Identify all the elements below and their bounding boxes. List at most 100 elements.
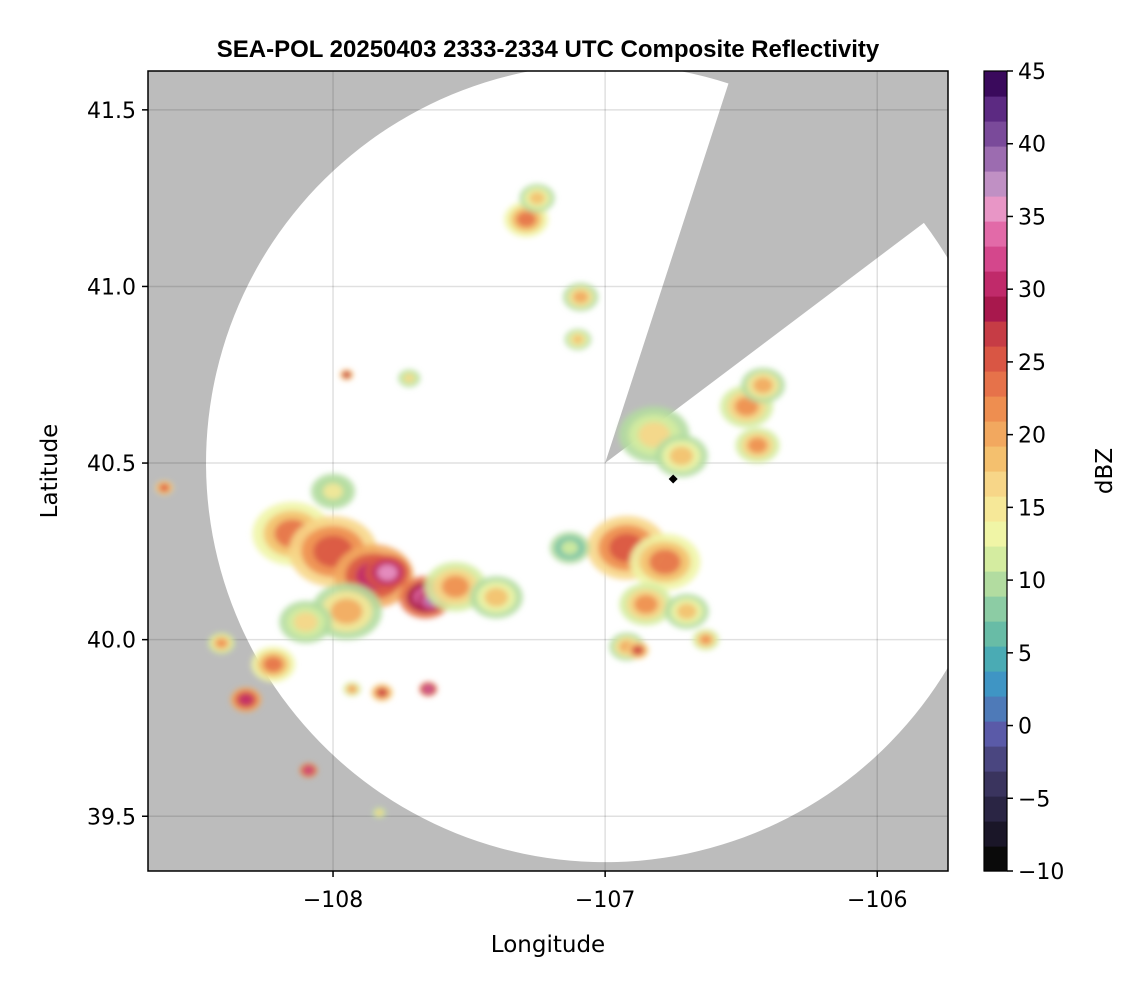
echo-cell [419, 682, 438, 697]
x-tick-label: −106 [847, 888, 907, 913]
colorbar-segment [984, 621, 1007, 647]
plot-frame [147, 70, 949, 872]
colorbar-segment [984, 321, 1007, 347]
colorbar-segment [984, 571, 1007, 597]
colorbar-segment [984, 421, 1007, 447]
echo-blob [638, 422, 671, 448]
echo-cell [562, 282, 599, 312]
echo-blob [699, 634, 712, 645]
echo-blob [572, 290, 589, 304]
plot-area [148, 71, 948, 871]
chart-title: SEA-POL 20250403 2333-2334 UTC Composite… [217, 36, 880, 63]
colorbar-segment [984, 771, 1007, 797]
echo-cell [230, 687, 262, 713]
colorbar-segment [984, 646, 1007, 672]
colorbar-segment [984, 746, 1007, 772]
echo-blob [293, 612, 318, 632]
echo-cell [279, 600, 333, 644]
colorbar-ticks: −10 −5 0 5 10 15 20 25 30 35 40 45 [1007, 60, 1064, 885]
colorbar-segment [984, 821, 1007, 847]
colorbar-segment [984, 546, 1007, 572]
echo-cell [340, 369, 354, 381]
echo-cell [735, 427, 780, 464]
echo-blob [634, 594, 658, 614]
x-tick-label: −108 [303, 888, 363, 913]
y-tick-label: 40.5 [87, 452, 136, 477]
x-axis-label: Longitude [491, 932, 605, 958]
echo-blob [160, 484, 169, 491]
y-axis-ticks: 39.5 40.0 40.5 41.0 41.5 [87, 99, 148, 830]
echo-blob [330, 598, 363, 625]
colorbar-segment [984, 371, 1007, 397]
echo-blob [441, 575, 470, 598]
colorbar-tick-label: 35 [1018, 205, 1046, 230]
echo-blob [348, 685, 357, 693]
colorbar-segment [984, 221, 1007, 247]
colorbar [983, 70, 1008, 872]
echo-cell [564, 328, 592, 351]
y-axis-label: Latitude [37, 424, 63, 519]
colorbar-segment [984, 521, 1007, 547]
echo-layer [155, 184, 786, 819]
echo-blob [323, 483, 343, 500]
y-tick-label: 39.5 [87, 805, 136, 830]
echo-blob [263, 656, 284, 673]
y-tick-label: 40.0 [87, 629, 136, 654]
echo-cell [664, 593, 709, 630]
echo-cell [740, 367, 786, 404]
colorbar-segment [984, 71, 1007, 97]
colorbar-segment [984, 296, 1007, 322]
echo-blob [560, 540, 579, 555]
echo-blob [304, 767, 313, 774]
echo-blob [376, 810, 383, 816]
echo-cell [208, 632, 235, 654]
colorbar-tick-label: 25 [1018, 351, 1046, 376]
colorbar-segment [984, 446, 1007, 472]
colorbar-segment [984, 196, 1007, 222]
echo-blob [424, 685, 433, 693]
colorbar-segment [984, 596, 1007, 622]
echo-cell [692, 629, 720, 651]
echo-blob [377, 564, 398, 581]
echo-blob [529, 191, 546, 205]
colorbar-segment [984, 171, 1007, 197]
echo-cell [370, 683, 394, 702]
colorbar-frame [983, 70, 1008, 872]
colorbar-tick-label: −5 [1018, 787, 1050, 812]
echo-blob [377, 688, 387, 697]
colorbar-segment [984, 696, 1007, 722]
echo-blob [239, 694, 253, 706]
colorbar-segment [984, 121, 1007, 147]
colorbar-segment [984, 721, 1007, 747]
echo-blob [649, 549, 681, 575]
echo-cell [519, 184, 555, 213]
radar-coverage-area [206, 71, 948, 863]
echo-blob [747, 437, 768, 454]
echo-cell [549, 531, 590, 564]
echo-blob [516, 211, 537, 228]
colorbar-segment [984, 796, 1007, 822]
colorbar-segment [984, 846, 1007, 872]
x-axis-ticks: −108 −107 −106 [303, 871, 907, 913]
echo-cell [629, 533, 701, 591]
echo-blob [404, 374, 415, 383]
echo-cell [372, 807, 386, 819]
colorbar-segment [984, 246, 1007, 272]
colorbar-segment [984, 471, 1007, 497]
echo-blob [669, 446, 694, 466]
echo-blob [571, 334, 584, 345]
echo-blob [676, 603, 697, 620]
colorbar-tick-label: 5 [1018, 642, 1032, 667]
echo-cell [343, 682, 361, 697]
echo-cell [365, 554, 410, 591]
colorbar-segment [984, 671, 1007, 697]
echo-cell [299, 763, 318, 778]
colorbar-tick-label: 30 [1018, 278, 1046, 303]
grid-lines [148, 71, 948, 871]
colorbar-label: dBZ [1092, 448, 1118, 494]
colorbar-tick-label: 10 [1018, 569, 1046, 594]
colorbar-segment [984, 271, 1007, 297]
colorbar-segment [984, 96, 1007, 122]
echo-cell [310, 473, 356, 509]
colorbar-tick-label: 15 [1018, 496, 1046, 521]
